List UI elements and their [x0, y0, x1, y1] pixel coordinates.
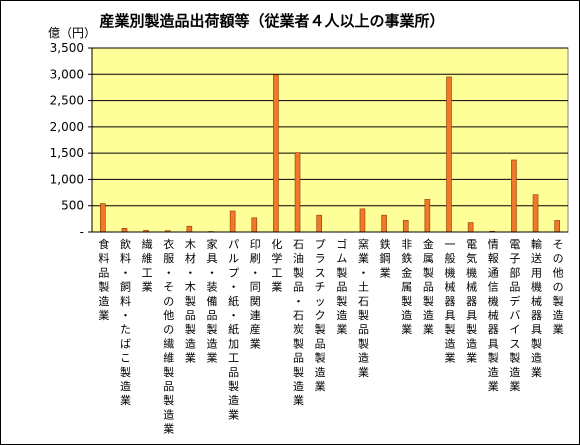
bar: [229, 210, 236, 233]
bar: [467, 222, 474, 233]
x-tick-label: 飲料・飼料・たばこ製造業: [120, 237, 131, 407]
y-tick-label: 3,500: [50, 41, 84, 55]
y-tick-label: 2,500: [50, 94, 84, 108]
bar: [100, 203, 106, 233]
x-tick-label: 印刷・同関連産業: [250, 238, 261, 350]
y-tick-label: 1,000: [50, 172, 84, 186]
bar: [359, 208, 366, 233]
x-tick-label: 繊維工業: [142, 238, 153, 294]
y-tick-label: 2,000: [50, 120, 84, 134]
bar: [511, 159, 517, 233]
bar: [532, 194, 539, 233]
x-tick-label: 食料品製造業: [98, 237, 109, 322]
bar: [251, 217, 258, 233]
bar: [186, 225, 193, 233]
x-tick-label: 木材・木製品製造業: [185, 238, 196, 365]
bar: [402, 220, 409, 233]
y-tick-label: 3,000: [50, 67, 84, 81]
bar: [273, 74, 279, 233]
plot-area: [91, 47, 569, 233]
x-tick-label: 窯業・土石製品製造業: [358, 237, 369, 379]
x-tick-label: 家具・装備品製造業: [207, 237, 218, 365]
y-tick-label: 1,500: [50, 146, 84, 160]
x-tick-label: 電気機械器具製造業: [466, 238, 477, 365]
bar: [554, 220, 560, 233]
x-tick-label: 一般機械器具製造業: [445, 238, 456, 365]
x-tick-label: プラスチック製品製造業: [315, 238, 326, 393]
bar: [316, 214, 322, 233]
y-tick-label: -: [80, 225, 84, 239]
chart-title: 産業別製造品出荷額等（従業者４人以上の事業所）: [99, 12, 444, 30]
bar: [121, 228, 128, 233]
x-tick-label: 輸送用機械器具製造業: [531, 237, 542, 379]
y-tick-label: 500: [61, 199, 84, 213]
x-tick-label: 化学工業: [271, 237, 282, 294]
x-tick-label: ゴム製品製造業: [336, 237, 347, 336]
bar: [294, 152, 301, 233]
x-tick-label: パルプ・紙・紙加工品製造業: [228, 238, 239, 421]
x-tick-label: 情報通信機械器具製造業: [488, 238, 499, 393]
x-tick-label: 衣服・その他の繊維製品製造業: [163, 237, 174, 436]
x-tick-label: 鉄鋼業: [380, 237, 391, 279]
x-tick-label: 非鉄金属製造業: [401, 238, 412, 336]
x-tick-label: 金属製品製造業: [423, 237, 434, 336]
x-tick-label: 石油製品・石炭製品製造業: [293, 238, 304, 407]
bar: [424, 199, 431, 233]
bar: [381, 214, 387, 233]
x-tick-label: その他の製造業: [553, 238, 564, 336]
bar: [446, 76, 452, 233]
y-unit-label: 億（円）: [48, 26, 96, 40]
x-tick-label: 電子部品デバイス製造業: [509, 238, 520, 393]
